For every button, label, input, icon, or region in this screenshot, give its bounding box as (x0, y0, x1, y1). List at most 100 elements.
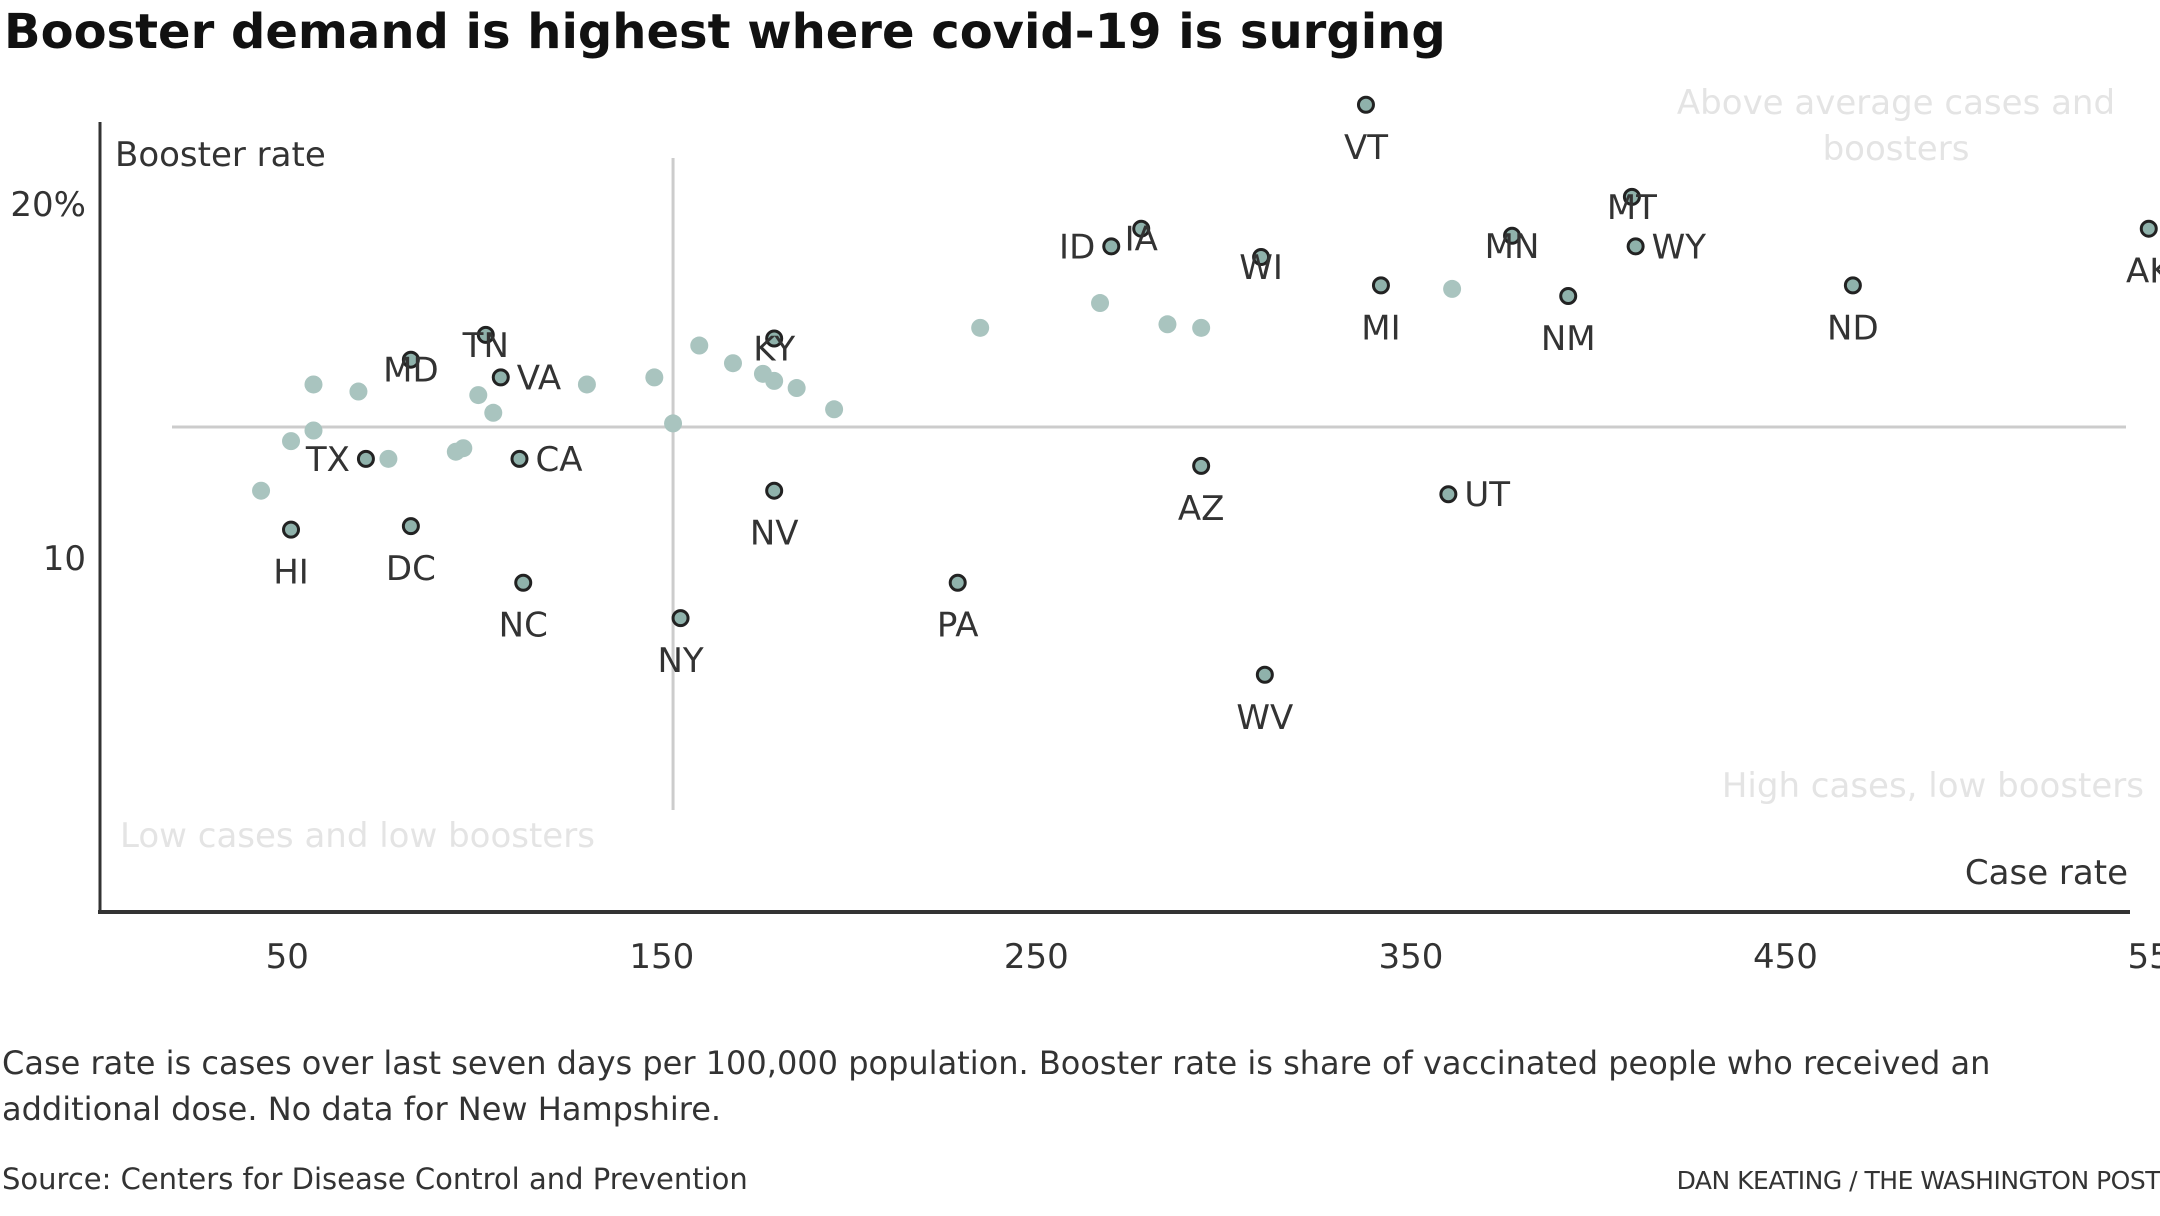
state-point-marker (1356, 95, 1375, 114)
x-tick-label: 450 (1753, 937, 1818, 977)
state-point-marker (1559, 286, 1578, 305)
chart-note: Case rate is cases over last seven days … (2, 1044, 1991, 1128)
state-point-unlabeled (765, 371, 784, 390)
state-point-unlabeled (484, 403, 503, 422)
y-axis-label: Booster rate (115, 135, 326, 175)
state-point-label: NV (750, 514, 799, 554)
state-point-mn: MN (1485, 226, 1540, 267)
state-point-label: DC (386, 549, 436, 589)
state-point-marker (1132, 219, 1151, 238)
state-point-marker (1439, 485, 1458, 504)
state-point-label: NM (1541, 319, 1596, 359)
state-point-marker (491, 368, 510, 387)
state-point-az: AZ (1178, 456, 1225, 529)
unlabeled-points (252, 279, 1462, 500)
state-point-marker (765, 329, 784, 348)
state-point-nd: ND (1827, 276, 1879, 348)
state-point-marker (1371, 276, 1390, 295)
state-point-unlabeled (379, 449, 398, 468)
state-point-label: MT (1607, 188, 1657, 228)
x-tick-label: 550 (2128, 937, 2160, 977)
state-point-nm: NM (1541, 286, 1596, 359)
x-tick-label: 350 (1378, 937, 1443, 977)
state-point-md: MD (383, 350, 439, 391)
x-axis-label: Case rate (1965, 853, 2128, 893)
state-point-label: CA (535, 440, 582, 480)
state-point-ia: IA (1125, 219, 1158, 260)
state-point-label: AZ (1178, 489, 1225, 529)
state-point-hi: HI (273, 520, 309, 593)
state-point-unlabeled (252, 481, 271, 500)
state-point-label: UT (1464, 475, 1510, 515)
state-point-label: TX (305, 440, 350, 480)
state-point-nc: NC (499, 573, 548, 646)
state-point-unlabeled (454, 439, 473, 458)
state-point-label: NC (499, 606, 548, 646)
state-point-label: VA (517, 358, 561, 398)
state-point-label: MI (1361, 308, 1400, 348)
y-tick-label: 20% (10, 185, 86, 225)
state-point-vt: VT (1344, 95, 1388, 168)
state-point-unlabeled (664, 414, 683, 433)
state-point-tn: TN (462, 325, 509, 366)
state-point-label: NY (657, 641, 703, 681)
state-point-marker (1503, 226, 1522, 245)
state-point-nv: NV (750, 481, 799, 554)
state-point-unlabeled (1158, 315, 1177, 334)
state-point-marker (401, 517, 420, 536)
state-point-tx: TX (305, 440, 375, 480)
state-point-unlabeled (971, 318, 990, 337)
state-point-unlabeled (1192, 318, 1211, 337)
x-tick-label: 150 (629, 937, 694, 977)
state-point-marker (476, 325, 495, 344)
state-point-label: ID (1059, 227, 1095, 267)
state-point-mi: MI (1361, 276, 1401, 348)
state-point-unlabeled (304, 421, 323, 440)
state-point-label: ND (1827, 308, 1879, 348)
state-point-marker (356, 449, 375, 468)
state-point-marker (1102, 237, 1121, 256)
state-point-marker (1192, 456, 1211, 475)
state-point-ca: CA (510, 440, 582, 480)
state-point-marker (2139, 219, 2158, 238)
state-point-label: IA (1125, 220, 1158, 260)
quadrant-label-top-right: Above average cases and boosters (1677, 83, 2115, 169)
quadrant-label-bottom-right: High cases, low boosters (1722, 766, 2144, 806)
state-point-unlabeled (723, 354, 742, 373)
state-point-marker (282, 520, 301, 539)
labeled-points: VT MT AK IA ID MN WY WI MI ND NM TN KY MD VA TX CA AZ UT NV… (273, 95, 2160, 738)
state-point-id: ID (1059, 227, 1121, 267)
y-tick-label: 10 (43, 539, 86, 579)
state-point-dc: DC (386, 517, 436, 589)
state-point-ny: NY (657, 609, 704, 681)
state-point-label: WI (1239, 248, 1283, 288)
state-point-label: AK (2126, 252, 2160, 292)
state-point-va: VA (491, 358, 561, 398)
state-point-marker (401, 350, 420, 369)
state-point-unlabeled (645, 368, 664, 387)
state-point-ky: KY (753, 329, 795, 369)
state-point-marker (1622, 187, 1641, 206)
state-point-wv: WV (1236, 665, 1293, 738)
state-point-unlabeled (825, 400, 844, 419)
chart-source: Source: Centers for Disease Control and … (2, 1162, 748, 1196)
state-point-unlabeled (349, 382, 368, 401)
chart-axes (98, 122, 2130, 914)
state-point-unlabeled (282, 432, 301, 451)
state-point-wy: WY (1626, 227, 1707, 267)
state-point-label: PA (937, 606, 979, 646)
state-point-mt: MT (1607, 187, 1657, 228)
state-point-marker (510, 449, 529, 468)
state-point-pa: PA (937, 573, 979, 646)
state-point-marker (514, 573, 533, 592)
x-tick-labels: 50 150 250 350 450 550 (266, 937, 2160, 977)
x-tick-label: 250 (1004, 937, 1069, 977)
state-point-wi: WI (1239, 248, 1283, 288)
state-point-ut: UT (1439, 475, 1510, 515)
state-point-unlabeled (1091, 294, 1110, 313)
state-point-unlabeled (1443, 279, 1462, 298)
state-point-label: WY (1652, 227, 1707, 267)
state-point-label: MN (1485, 227, 1540, 267)
state-point-label: HI (273, 553, 309, 593)
